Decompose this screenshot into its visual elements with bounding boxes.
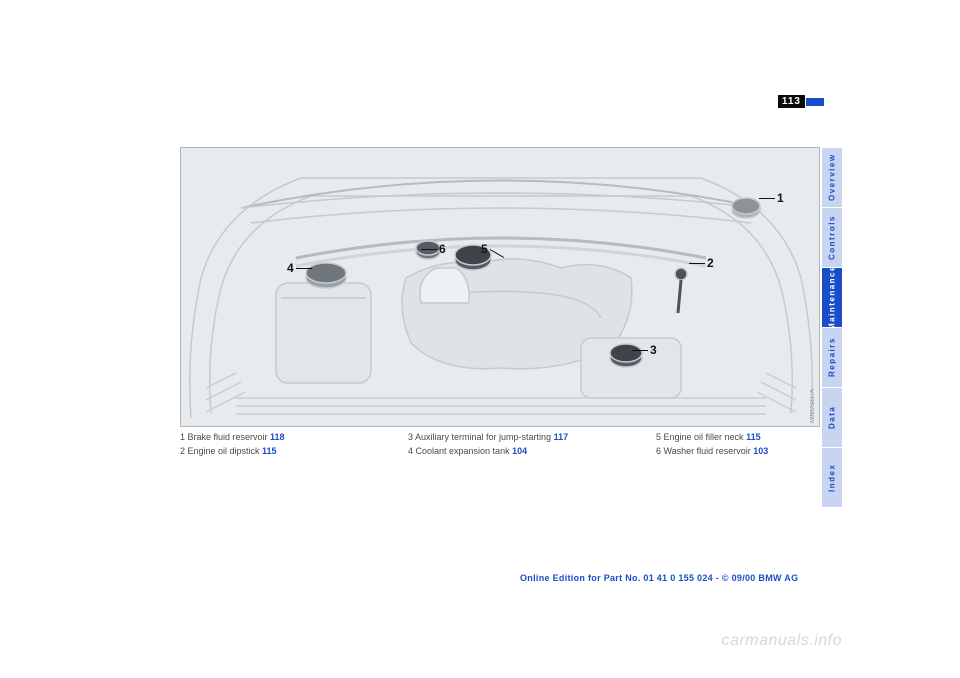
tab-maintenance[interactable]: Maintenance: [822, 267, 842, 327]
callout-1: 1: [757, 191, 784, 205]
page-number: 113: [778, 95, 805, 108]
caption-6: 6 Washer fluid reservoir 103: [656, 446, 768, 456]
callout-4: 4: [287, 261, 314, 275]
leader-line: [689, 263, 705, 264]
tab-controls[interactable]: Controls: [822, 207, 842, 267]
watermark: carmanuals.info: [722, 632, 842, 650]
caption-text: 4 Coolant expansion tank: [408, 446, 512, 456]
engine-diagram-svg: [181, 148, 820, 427]
callout-number: 2: [707, 256, 714, 270]
edition-footer-link[interactable]: Online Edition for Part No. 01 41 0 155 …: [520, 573, 798, 583]
callout-2: 2: [687, 256, 714, 270]
tab-repairs[interactable]: Repairs: [822, 327, 842, 387]
caption-text: 5 Engine oil filler neck: [656, 432, 746, 442]
caption-5: 5 Engine oil filler neck 115: [656, 432, 761, 442]
page-ref-link[interactable]: 115: [262, 446, 277, 456]
figure-credit: M09US037A: [810, 389, 816, 423]
page-number-wrap: 113: [778, 95, 824, 108]
caption-text: 1 Brake fluid reservoir: [180, 432, 270, 442]
caption-text: 6 Washer fluid reservoir: [656, 446, 753, 456]
caption-4: 4 Coolant expansion tank 104: [408, 446, 527, 456]
page: 113 Overview Controls Maintenance Repair…: [0, 0, 960, 678]
callout-6: 6: [419, 242, 446, 256]
tab-overview[interactable]: Overview: [822, 147, 842, 207]
section-tabs: Overview Controls Maintenance Repairs Da…: [822, 147, 842, 507]
tab-index[interactable]: Index: [822, 447, 842, 507]
page-ref-link[interactable]: 117: [554, 432, 569, 442]
leader-line: [296, 268, 312, 269]
callout-3: 3: [630, 343, 657, 357]
page-number-accent: [806, 98, 824, 106]
callout-number: 5: [481, 242, 488, 256]
page-ref-link[interactable]: 115: [746, 432, 761, 442]
engine-compartment-figure: 1 2 3 4 5 6 M09US037A: [180, 147, 820, 427]
callout-number: 3: [650, 343, 657, 357]
page-ref-link[interactable]: 118: [270, 432, 285, 442]
caption-3: 3 Auxiliary terminal for jump-starting 1…: [408, 432, 568, 442]
caption-2: 2 Engine oil dipstick 115: [180, 446, 277, 456]
callout-5: 5: [481, 242, 508, 256]
callout-number: 4: [287, 261, 294, 275]
leader-line: [759, 198, 775, 199]
caption-1: 1 Brake fluid reservoir 118: [180, 432, 285, 442]
tab-data[interactable]: Data: [822, 387, 842, 447]
leader-line: [421, 249, 437, 250]
caption-text: 2 Engine oil dipstick: [180, 446, 262, 456]
leader-line: [632, 350, 648, 351]
page-ref-link[interactable]: 104: [512, 446, 527, 456]
page-ref-link[interactable]: 103: [753, 446, 768, 456]
callout-number: 1: [777, 191, 784, 205]
caption-text: 3 Auxiliary terminal for jump-starting: [408, 432, 554, 442]
callout-number: 6: [439, 242, 446, 256]
